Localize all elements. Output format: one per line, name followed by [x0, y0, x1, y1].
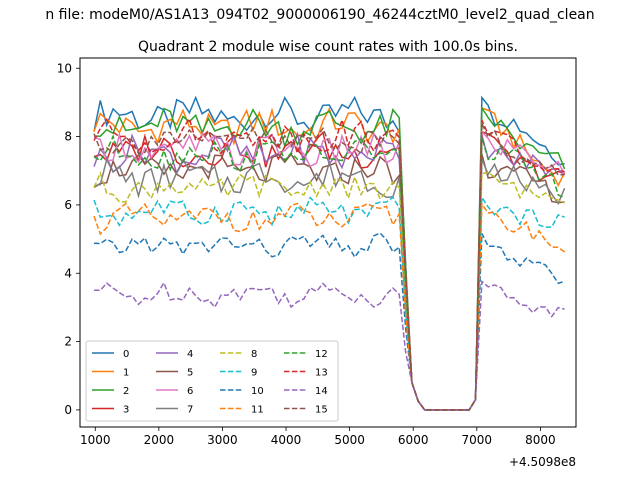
legend-label-10: 10 — [251, 386, 264, 397]
legend-label-9: 9 — [251, 368, 257, 379]
legend-label-11: 11 — [251, 405, 264, 416]
figure-suptitle: n file: modeM0/AS1A13_094T02_9000006190_… — [45, 7, 594, 23]
x-tick-label: 7000 — [462, 433, 493, 447]
legend-label-8: 8 — [251, 349, 257, 360]
series-line-8 — [93, 171, 565, 411]
legend-label-1: 1 — [123, 368, 129, 379]
series-line-6 — [93, 129, 566, 411]
y-tick-label: 4 — [64, 266, 72, 280]
legend-label-6: 6 — [187, 386, 193, 397]
legend-label-13: 13 — [315, 368, 328, 379]
series-line-2 — [93, 105, 566, 411]
plot-area — [93, 95, 566, 411]
y-tick-label: 6 — [64, 198, 72, 212]
series-line-13 — [93, 116, 565, 411]
series-line-15 — [93, 123, 565, 411]
legend-box — [85, 340, 339, 422]
legend-label-15: 15 — [315, 405, 328, 416]
x-tick-label: 1000 — [80, 433, 111, 447]
x-tick-label: 3000 — [207, 433, 238, 447]
series-line-14 — [93, 279, 565, 411]
legend-label-0: 0 — [123, 349, 129, 360]
x-tick-label: 5000 — [334, 433, 365, 447]
x-tick-label: 8000 — [525, 433, 556, 447]
series-line-1 — [93, 106, 566, 411]
chart-title: Quadrant 2 module wise count rates with … — [138, 39, 518, 55]
x-tick-label: 4000 — [271, 433, 302, 447]
series-line-10 — [93, 232, 565, 411]
y-tick-label: 8 — [64, 130, 72, 144]
legend-label-5: 5 — [187, 368, 193, 379]
series-line-9 — [93, 195, 565, 411]
x-tick-label: 2000 — [144, 433, 175, 447]
series-line-11 — [93, 201, 566, 411]
legend-label-7: 7 — [187, 405, 193, 416]
x-axis: 1000 2000 3000 4000 5000 6000 7000 8000 — [80, 427, 556, 447]
legend-label-2: 2 — [123, 386, 129, 397]
legend-label-12: 12 — [315, 349, 328, 360]
series-line-12 — [93, 134, 565, 411]
axes-frame — [79, 57, 577, 428]
series-line-7 — [93, 157, 566, 411]
x-tick-label: 6000 — [398, 433, 429, 447]
legend-label-14: 14 — [315, 386, 328, 397]
y-tick-label: 0 — [64, 403, 72, 417]
legend-label-4: 4 — [187, 349, 193, 360]
y-tick-label: 10 — [57, 61, 72, 75]
y-axis: 0 2 4 6 8 10 — [57, 61, 80, 417]
x-offset-text: +4.5098e8 — [509, 455, 576, 469]
legend-label-3: 3 — [123, 405, 129, 416]
y-tick-label: 2 — [64, 335, 72, 349]
